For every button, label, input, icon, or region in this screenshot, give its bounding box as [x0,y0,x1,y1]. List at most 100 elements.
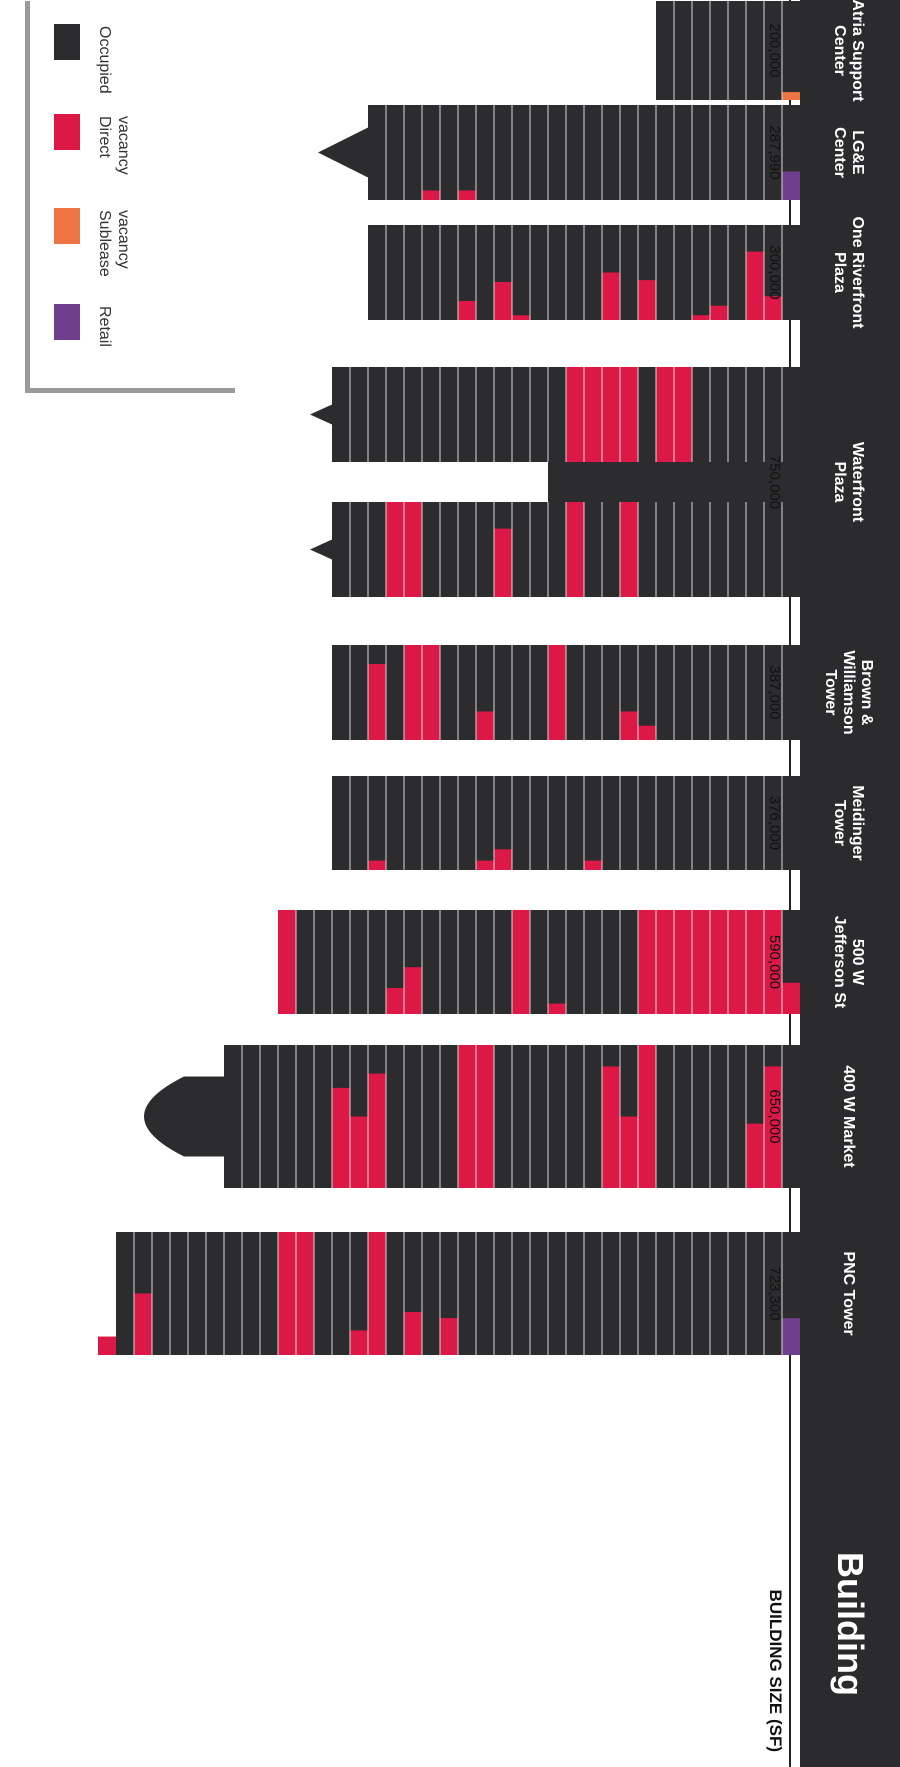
floor-vacancy-direct [296,1232,314,1355]
building-name-label: Waterfront [849,442,866,523]
floor-vacancy-direct [134,1293,152,1355]
building-name-label: Williamson [840,650,857,734]
building-name-label: One Riverfront [849,216,866,329]
floor-vacancy-direct [368,860,386,870]
floor-vacancy-direct [638,280,656,321]
floor-vacancy-direct [746,910,764,1014]
floor-vacancy-direct [602,272,620,320]
floor-vacancy-direct [782,982,800,1014]
floor-vacancy-direct [458,1045,476,1188]
floor-vacancy-direct [602,1066,620,1188]
legend-swatch-retail [54,304,80,340]
floor-vacancy-direct [710,910,728,1014]
building-name-label: 400 W Market [840,1065,857,1168]
building-name-label: LG&E [849,130,866,175]
legend-label-occupied: Occupied [96,26,113,94]
building-name-label: Meidinger [849,785,866,861]
building-size-label: 723,300 [766,1266,783,1320]
floor-vacancy-direct [404,967,422,1015]
legend-label-direct: Direct [96,116,113,158]
floor-vacancy-direct [368,1073,386,1188]
legend-label-sublease: Sublease [96,210,113,277]
building-1: PNC Tower 723,300 [98,1232,857,1356]
legend-swatch-direct [54,114,80,150]
floor-vacancy-sublease [782,92,800,101]
chart-rotated-group: Building BUILDING SIZE (SF) PNC Tower 723… [25,0,900,1767]
floor-vacancy-direct [386,502,404,597]
floor-vacancy-direct [494,528,512,597]
legend-label-direct: vacancy [115,116,132,175]
building-name-label: Center [831,127,848,178]
floor-vacancy-direct [746,1123,764,1189]
floor-vacancy-direct [620,1116,638,1188]
building-size-label: 590,000 [766,935,783,989]
floor-vacancy-retail [782,171,800,200]
building-size-label: 376,000 [766,796,783,850]
building-name-band [800,0,900,1390]
floor-vacancy-direct [548,1003,566,1014]
building-size-header-label: BUILDING SIZE (SF) [766,1590,785,1752]
floor-vacancy-direct [638,725,656,740]
floor-vacancy-direct [674,367,692,462]
floor-vacancy-direct [728,910,746,1014]
header-band [800,1390,900,1767]
floor-vacancy-direct [422,645,440,740]
legend-label-sublease: vacancy [115,210,132,269]
building-name-label: Plaza [831,252,848,293]
floor-vacancy-direct [404,645,422,740]
floor-vacancy-direct [584,860,602,870]
floor-vacancy-direct [476,1045,494,1188]
floor-vacancy-direct [692,910,710,1014]
floor-vacancy-direct [476,860,494,870]
floor-vacancy-direct [710,305,728,320]
building-size-label: 287,990 [766,125,783,179]
floor-vacancy-direct [386,988,404,1014]
floor-vacancy-direct [638,1045,656,1188]
floor-vacancy-direct [566,367,584,462]
building-name-label: Tower [822,670,839,716]
floor-vacancy-direct [404,1311,422,1355]
building-size-label: 387,000 [766,665,783,719]
building-name-label: PNC Tower [840,1251,857,1335]
floor-vacancy-direct [278,1232,296,1355]
building-name-label: Center [831,25,848,76]
floor-vacancy-direct [98,1336,116,1356]
building-name-label: Jefferson St [831,916,848,1009]
waterfront-link [548,462,800,502]
building-header-label: Building [830,1552,871,1696]
floor-vacancy-direct [422,190,440,200]
building-size-label: 650,000 [766,1089,783,1143]
floor-vacancy-direct [746,251,764,321]
floor-vacancy-direct [350,1330,368,1356]
spire-icon [310,404,332,425]
floor-vacancy-direct [512,315,530,320]
building-2: 400 W Market 650,000 [144,1045,857,1189]
floor-vacancy-direct [332,1087,350,1189]
floor-vacancy-direct [458,301,476,320]
floor-vacancy-direct [620,502,638,597]
building-size-label: 200,000 [766,23,783,77]
floor-vacancy-direct [512,910,530,1014]
building-size-label: 750,000 [766,455,783,509]
floor-vacancy-direct [584,367,602,462]
floor-vacancy-direct [476,711,494,740]
floor-vacancy-direct [656,367,674,462]
spire-icon [318,127,368,178]
floor-vacancy-retail [782,1318,800,1355]
floor-vacancy-direct [548,645,566,740]
floor-vacancy-direct [566,502,584,597]
building-name-label: Plaza [831,462,848,503]
building-name-label: 500 W [849,939,866,986]
building-name-label: Tower [831,800,848,846]
floor-vacancy-direct [494,849,512,871]
floor-vacancy-direct [278,910,296,1014]
